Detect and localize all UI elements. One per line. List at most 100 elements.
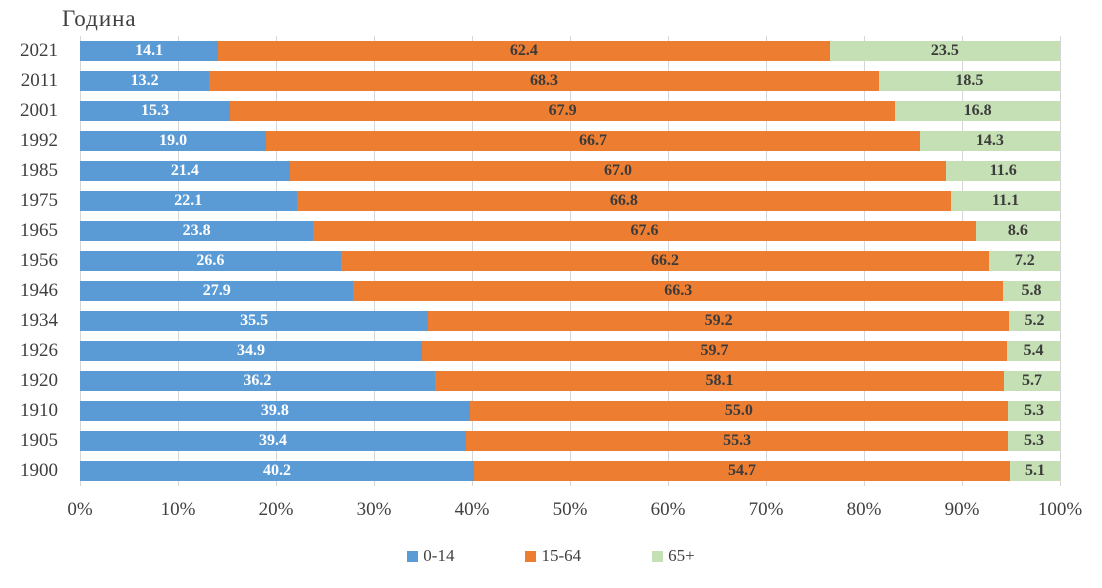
y-axis-label: 1956 bbox=[20, 250, 58, 271]
bar-segment-15-64: 67.9 bbox=[229, 101, 896, 121]
x-axis-tick-label: 70% bbox=[748, 499, 784, 520]
bar-row: 22.1 66.8 11.1 bbox=[80, 191, 1060, 211]
y-axis-label: 1934 bbox=[20, 310, 58, 331]
bar-segment-15-64: 66.2 bbox=[340, 251, 990, 271]
bar-segment-65+: 8.6 bbox=[975, 221, 1060, 241]
bar-row: 27.9 66.3 5.8 bbox=[80, 281, 1060, 301]
bar-segment-65+: 5.2 bbox=[1008, 311, 1060, 331]
x-axis-tick-label: 40% bbox=[454, 499, 490, 520]
bar-segment-15-64: 67.6 bbox=[313, 221, 976, 241]
legend-swatch-icon bbox=[407, 550, 419, 562]
bar-segment-0-14: 13.2 bbox=[80, 71, 210, 91]
bar-segment-65+: 16.8 bbox=[895, 101, 1060, 121]
bar-row: 35.5 59.2 5.2 bbox=[80, 311, 1060, 331]
bar-segment-0-14: 39.8 bbox=[80, 401, 470, 421]
y-axis-label: 1910 bbox=[20, 400, 58, 421]
bar-segment-65+: 11.1 bbox=[951, 191, 1060, 211]
bar-segment-0-14: 21.4 bbox=[80, 161, 290, 181]
bar-row: 40.2 54.7 5.1 bbox=[80, 461, 1060, 481]
bar-segment-0-14: 22.1 bbox=[80, 191, 297, 211]
x-axis-tick-label: 10% bbox=[160, 499, 196, 520]
bar-segment-0-14: 23.8 bbox=[80, 221, 314, 241]
bar-segment-65+: 5.7 bbox=[1004, 371, 1060, 391]
bar-segment-0-14: 35.5 bbox=[80, 311, 429, 331]
bar-row: 15.3 67.9 16.8 bbox=[80, 101, 1060, 121]
x-axis-labels: 0% 10% 20% 30% 40% 50% 60% 70% 80% 90% 100% bbox=[67, 499, 1082, 523]
bar-segment-0-14: 19.0 bbox=[80, 131, 267, 151]
legend: 0-14 15-64 65+ bbox=[0, 546, 1102, 566]
bar-segment-15-64: 68.3 bbox=[209, 71, 879, 91]
y-axis-label: 1965 bbox=[20, 220, 58, 241]
bar-segment-65+: 5.3 bbox=[1008, 431, 1060, 451]
x-axis-tick-label: 100% bbox=[1037, 499, 1083, 520]
y-axis-label: 1900 bbox=[20, 460, 58, 481]
legend-item-15-64: 15-64 bbox=[525, 546, 581, 566]
x-axis-tick-label: 30% bbox=[356, 499, 392, 520]
bar-row: 13.2 68.3 18.5 bbox=[80, 71, 1060, 91]
legend-swatch-icon bbox=[525, 550, 537, 562]
bar-row: 26.6 66.2 7.2 bbox=[80, 251, 1060, 271]
x-axis-tick-label: 50% bbox=[552, 499, 588, 520]
bar-row: 23.8 67.6 8.6 bbox=[80, 221, 1060, 241]
bar-segment-15-64: 66.7 bbox=[266, 131, 920, 151]
bar-segment-65+: 18.5 bbox=[878, 71, 1060, 91]
bar-segment-65+: 5.4 bbox=[1007, 341, 1060, 361]
bar-segment-65+: 11.6 bbox=[946, 161, 1060, 181]
bar-segment-0-14: 39.4 bbox=[80, 431, 467, 451]
bar-segment-0-14: 26.6 bbox=[80, 251, 341, 271]
bar-segment-0-14: 27.9 bbox=[80, 281, 354, 301]
bar-row: 21.4 67.0 11.6 bbox=[80, 161, 1060, 181]
legend-item-65+: 65+ bbox=[652, 546, 695, 566]
bar-segment-15-64: 59.2 bbox=[428, 311, 1009, 331]
plot-area: 14.1 62.4 23.5 13.2 68.3 18.5 15.3 67.9 16.8 19.0… bbox=[80, 36, 1061, 486]
bar-segment-65+: 5.1 bbox=[1010, 461, 1060, 481]
bar-segment-15-64: 55.0 bbox=[469, 401, 1009, 421]
y-axis-label: 1946 bbox=[20, 280, 58, 301]
legend-label: 0-14 bbox=[423, 546, 455, 565]
y-axis-label: 2001 bbox=[20, 100, 58, 121]
bar-segment-15-64: 59.7 bbox=[422, 341, 1008, 361]
bar-row: 14.1 62.4 23.5 bbox=[80, 41, 1060, 61]
bar-segment-15-64: 66.8 bbox=[296, 191, 952, 211]
bar-segment-15-64: 62.4 bbox=[218, 41, 830, 61]
y-axis-label: 1975 bbox=[20, 190, 58, 211]
bar-segment-0-14: 36.2 bbox=[80, 371, 435, 391]
bar-rows: 14.1 62.4 23.5 13.2 68.3 18.5 15.3 67.9 16.8 19.0… bbox=[80, 36, 1060, 486]
y-axis-label: 1985 bbox=[20, 160, 58, 181]
bar-segment-15-64: 58.1 bbox=[434, 371, 1005, 391]
x-axis-tick-label: 0% bbox=[67, 499, 93, 520]
bar-segment-65+: 5.8 bbox=[1003, 281, 1060, 301]
x-axis-tick-label: 80% bbox=[846, 499, 882, 520]
x-axis-tick-label: 20% bbox=[258, 499, 294, 520]
bar-segment-15-64: 66.3 bbox=[353, 281, 1004, 301]
bar-segment-65+: 23.5 bbox=[829, 41, 1060, 61]
x-axis-tick-label: 90% bbox=[944, 499, 980, 520]
bar-segment-15-64: 55.3 bbox=[466, 431, 1009, 451]
chart-title: Година bbox=[62, 6, 137, 31]
bar-segment-0-14: 15.3 bbox=[80, 101, 230, 121]
bar-segment-65+: 7.2 bbox=[989, 251, 1060, 271]
y-axis-label: 1926 bbox=[20, 340, 58, 361]
bar-segment-65+: 14.3 bbox=[919, 131, 1060, 151]
bar-row: 34.9 59.7 5.4 bbox=[80, 341, 1060, 361]
gridline bbox=[1060, 36, 1061, 486]
bar-row: 39.4 55.3 5.3 bbox=[80, 431, 1060, 451]
x-axis-tick-label: 60% bbox=[650, 499, 686, 520]
y-axis-label: 1920 bbox=[20, 370, 58, 391]
y-axis-label: 1992 bbox=[20, 130, 58, 151]
bar-segment-15-64: 54.7 bbox=[473, 461, 1010, 481]
bar-row: 39.8 55.0 5.3 bbox=[80, 401, 1060, 421]
bar-segment-15-64: 67.0 bbox=[289, 161, 947, 181]
bar-segment-0-14: 40.2 bbox=[80, 461, 474, 481]
bar-row: 36.2 58.1 5.7 bbox=[80, 371, 1060, 391]
legend-label: 15-64 bbox=[541, 546, 582, 565]
y-axis-label: 2011 bbox=[20, 70, 58, 91]
y-axis-label: 2021 bbox=[20, 40, 58, 61]
legend-swatch-icon bbox=[652, 550, 664, 562]
y-axis-label: 1905 bbox=[20, 430, 58, 451]
legend-label: 65+ bbox=[668, 546, 695, 565]
bar-segment-0-14: 14.1 bbox=[80, 41, 219, 61]
y-axis-labels: 2021 2011 2001 1992 1985 1975 1965 1956 1946 1934… bbox=[0, 36, 58, 486]
bar-row: 19.0 66.7 14.3 bbox=[80, 131, 1060, 151]
